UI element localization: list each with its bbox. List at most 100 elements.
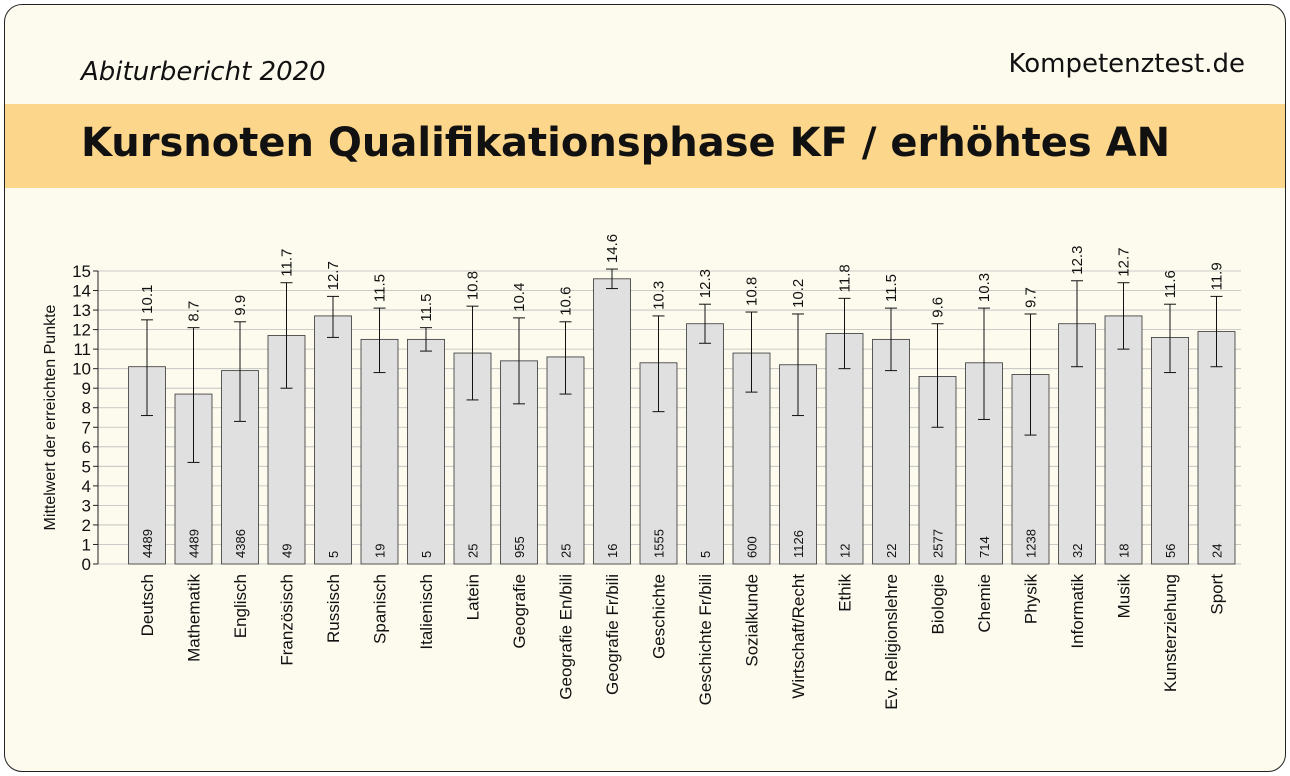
value-label: 11.5 (883, 274, 900, 302)
bar (686, 323, 724, 565)
subtitle: Abiturbericht 2020 (81, 57, 326, 87)
value-label: 9.6 (930, 297, 947, 318)
x-tick-label: Geschichte Fr/bili (696, 574, 715, 705)
card: Abiturbericht 2020 Kompetenztest.de Kurs… (4, 4, 1286, 772)
count-label: 1555 (652, 529, 667, 558)
x-tick-label: Mathematik (185, 574, 204, 662)
x-tick-label: Englisch (231, 574, 250, 638)
x-tick-label: Kunsterziehung (1161, 574, 1180, 692)
value-label: 10.1 (139, 285, 156, 314)
value-label: 9.7 (1023, 287, 1040, 308)
bar (1197, 331, 1236, 565)
value-label: 11.7 (279, 249, 296, 277)
y-tick-label: 4 (82, 477, 91, 496)
x-tick-label: Französisch (278, 574, 297, 666)
chart-title: Kursnoten Qualifikationsphase KF / erhöh… (81, 120, 1171, 166)
chart: Mittelwert der erreichten Punkte01234567… (42, 234, 1241, 710)
x-tick-label: Geografie (510, 574, 529, 649)
bar (1151, 337, 1189, 565)
value-label: 10.8 (744, 277, 761, 306)
value-label: 12.3 (697, 269, 714, 298)
y-tick-label: 15 (72, 262, 91, 281)
x-tick-label: Wirtschaft/Recht (789, 574, 808, 699)
y-tick-label: 1 (82, 535, 91, 554)
value-label: 10.4 (511, 283, 528, 312)
y-tick-label: 10 (72, 360, 91, 379)
count-label: 25 (466, 544, 481, 558)
count-label: 955 (512, 536, 527, 558)
y-tick-label: 0 (82, 555, 91, 574)
count-label: 56 (1163, 544, 1178, 558)
x-tick-label: Sozialkunde (743, 574, 762, 667)
value-label: 10.8 (465, 271, 482, 300)
x-tick-label: Spanisch (371, 574, 390, 644)
bar (825, 333, 864, 565)
x-tick-label: Russisch (324, 574, 343, 643)
value-label: 11.6 (1162, 270, 1179, 298)
x-tick-label: Italienisch (417, 574, 436, 650)
y-axis-label: Mittelwert der erreichten Punkte (42, 304, 59, 530)
bar (360, 338, 399, 565)
logo: Kompetenztest.de (1008, 49, 1245, 79)
x-tick-label: Chemie (975, 574, 994, 633)
count-label: 22 (884, 544, 899, 558)
value-label: 10.6 (558, 287, 575, 316)
x-tick-label: Ev. Religionslehre (882, 574, 901, 710)
value-label: 12.3 (1069, 246, 1086, 275)
value-label: 11.9 (1209, 262, 1226, 290)
count-label: 2577 (931, 529, 946, 558)
count-label: 4386 (233, 529, 248, 558)
x-tick-label: Musik (1115, 574, 1134, 619)
y-tick-label: 5 (82, 457, 91, 476)
title-band: Kursnoten Qualifikationsphase KF / erhöh… (5, 104, 1285, 188)
x-tick-label: Physik (1022, 574, 1041, 625)
x-tick-label: Ethik (836, 574, 855, 612)
count-label: 1238 (1024, 529, 1039, 558)
count-label: 18 (1117, 544, 1132, 558)
bar (407, 338, 445, 565)
y-tick-label: 3 (82, 496, 91, 515)
y-tick-label: 7 (82, 418, 91, 437)
count-label: 600 (745, 536, 760, 558)
value-label: 8.7 (186, 301, 203, 322)
count-label: 1126 (791, 530, 806, 558)
count-label: 4489 (140, 529, 155, 558)
count-label: 49 (280, 544, 295, 558)
x-tick-label: Geografie En/bili (557, 574, 576, 700)
y-tick-label: 2 (82, 516, 91, 535)
y-tick-label: 9 (82, 379, 91, 398)
count-label: 16 (605, 544, 620, 558)
count-label: 5 (698, 551, 713, 558)
count-label: 12 (838, 544, 853, 558)
value-label: 12.7 (1116, 248, 1133, 277)
bar (314, 315, 352, 565)
x-tick-label: Geografie Fr/bili (603, 574, 622, 695)
count-label: 714 (977, 536, 992, 558)
y-tick-label: 6 (82, 438, 91, 457)
count-label: 5 (326, 551, 341, 558)
bar (872, 338, 910, 565)
y-tick-label: 8 (82, 399, 91, 418)
count-label: 19 (373, 544, 388, 558)
value-label: 9.9 (232, 295, 249, 316)
y-tick-label: 11 (73, 340, 91, 359)
value-label: 10.3 (651, 281, 668, 310)
value-label: 11.5 (372, 274, 389, 302)
bar (1104, 315, 1143, 565)
x-tick-label: Deutsch (138, 574, 157, 636)
y-tick-label: 13 (72, 301, 91, 320)
x-tick-label: Geschichte (650, 574, 669, 659)
value-label: 11.8 (837, 264, 854, 292)
count-label: 25 (559, 544, 574, 558)
y-tick-label: 12 (72, 321, 91, 340)
x-tick-label: Latein (464, 574, 483, 620)
count-label: 5 (419, 551, 434, 558)
value-label: 11.5 (418, 294, 435, 322)
bar (593, 278, 631, 565)
count-label: 4489 (187, 529, 202, 558)
x-tick-label: Informatik (1068, 574, 1087, 649)
value-label: 10.3 (976, 273, 993, 302)
value-label: 14.6 (604, 234, 621, 263)
count-label: 32 (1070, 544, 1085, 558)
count-label: 24 (1210, 544, 1225, 558)
